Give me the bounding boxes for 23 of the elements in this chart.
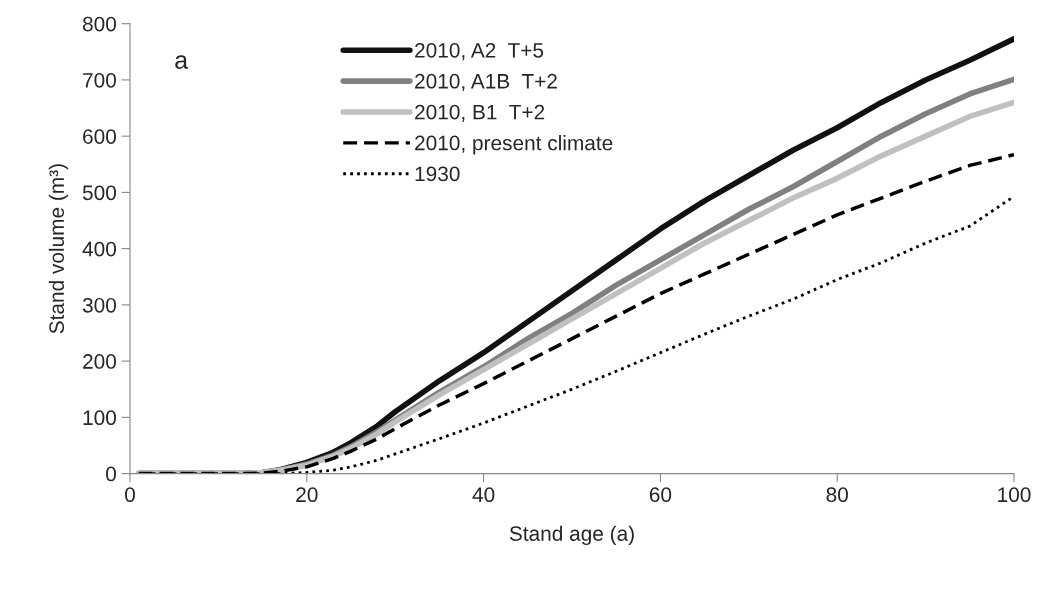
x-axis-title: Stand age (a)	[509, 525, 634, 546]
legend-label: 2010, A1B T+2	[415, 73, 557, 92]
y-tick-label: 200	[83, 354, 116, 369]
annotation: a	[175, 55, 189, 69]
y-tick-label: 300	[82, 297, 116, 313]
legend-label: 1930	[415, 166, 460, 182]
x-tick-label: 20	[296, 487, 318, 503]
y-tick-label: 0	[106, 466, 116, 482]
y-tick-label: 800	[82, 16, 116, 32]
x-tick-label: 0	[125, 487, 135, 503]
x-tick-label: 80	[826, 487, 848, 503]
y-tick-label: 700	[83, 72, 116, 88]
x-tick-label: 100	[998, 487, 1031, 503]
y-tick-label: 100	[83, 410, 116, 426]
y-tick-label: 400	[82, 241, 116, 257]
x-tick-label: 60	[649, 487, 672, 503]
y-tick-label: 600	[83, 129, 116, 144]
y-tick-label: 500	[82, 185, 116, 201]
x-tick-label: 40	[472, 487, 495, 503]
legend-label: 2010, present climate	[415, 135, 613, 155]
legend-label: 2010, A2 T+5	[415, 42, 544, 61]
legend-label: 2010, B1 T+2	[415, 104, 545, 122]
y-axis-title: Stand volume (m³)	[48, 164, 69, 334]
